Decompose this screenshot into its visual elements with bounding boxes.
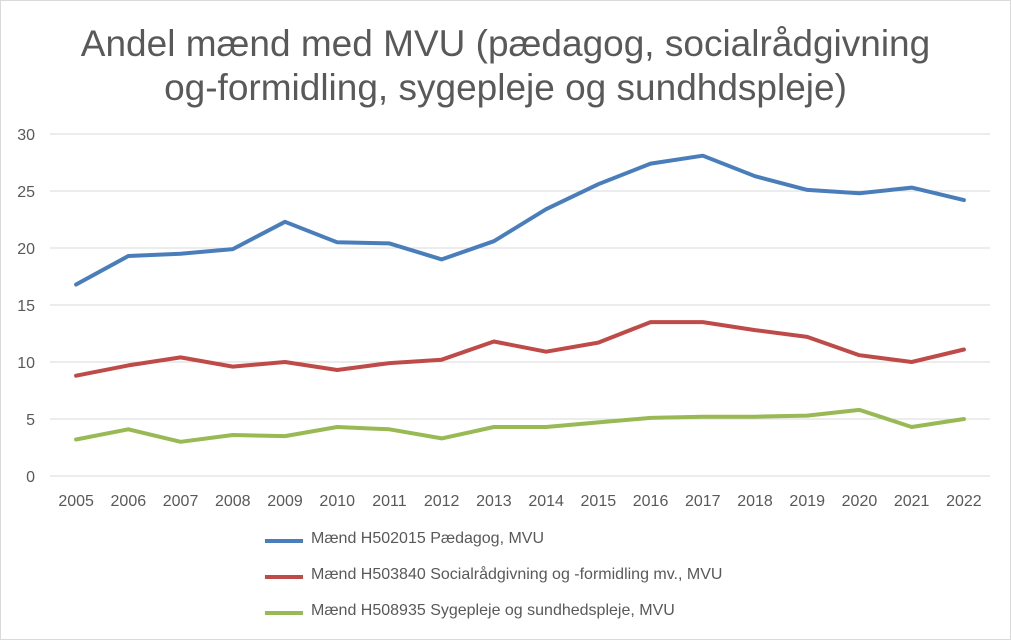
y-tick-label: 30	[17, 127, 35, 144]
y-axis-tick-labels: 0 5 10 15 20 25 30	[17, 127, 35, 486]
x-tick-label: 2017	[685, 493, 721, 510]
y-tick-label: 0	[26, 469, 35, 486]
x-tick-label: 2007	[163, 493, 199, 510]
series-lines	[74, 153, 966, 444]
x-tick-label: 2018	[737, 493, 773, 510]
legend-swatch	[265, 611, 303, 615]
x-tick-label: 2009	[267, 493, 303, 510]
x-tick-label: 2016	[633, 493, 669, 510]
gridlines	[50, 133, 990, 477]
legend-swatch	[265, 575, 303, 579]
y-tick-label: 15	[17, 298, 35, 315]
x-tick-label: 2020	[842, 493, 878, 510]
legend-label: Mænd H502015 Pædagog, MVU	[311, 530, 545, 547]
y-tick-label: 5	[26, 412, 35, 429]
x-tick-label: 2011	[372, 493, 407, 510]
y-tick-label: 20	[17, 241, 35, 258]
series-line-1	[74, 153, 966, 287]
x-tick-label: 2019	[789, 493, 825, 510]
y-tick-label: 10	[17, 355, 35, 372]
legend-swatch	[265, 539, 303, 543]
x-tick-label: 2013	[476, 493, 512, 510]
x-tick-label: 2005	[58, 493, 94, 510]
x-tick-label: 2010	[319, 493, 355, 510]
x-axis-tick-labels: 2005 2006 2007 2008 2009 2010 2011 2012 2013 2014…	[58, 493, 981, 510]
legend-label: Mænd H503840 Socialrådgivning og -formid…	[311, 566, 723, 583]
x-tick-label: 2022	[946, 493, 982, 510]
legend-label: Mænd H508935 Sygepleje og sundhedspleje,…	[311, 602, 675, 619]
y-tick-label: 25	[17, 184, 35, 201]
chart-title-line-1: Andel mænd med MVU (pædagog, socialrådgi…	[80, 23, 931, 64]
chart-title-line-2: og-formidling, sygepleje og sundhdspleje…	[164, 67, 847, 108]
x-tick-label: 2015	[581, 493, 617, 510]
x-tick-label: 2021	[894, 493, 930, 510]
x-tick-label: 2012	[424, 493, 460, 510]
series-line-3	[74, 407, 966, 444]
x-tick-label: 2008	[215, 493, 251, 510]
series-line-2	[74, 320, 966, 378]
x-tick-label: 2006	[111, 493, 147, 510]
x-tick-label: 2014	[528, 493, 564, 510]
